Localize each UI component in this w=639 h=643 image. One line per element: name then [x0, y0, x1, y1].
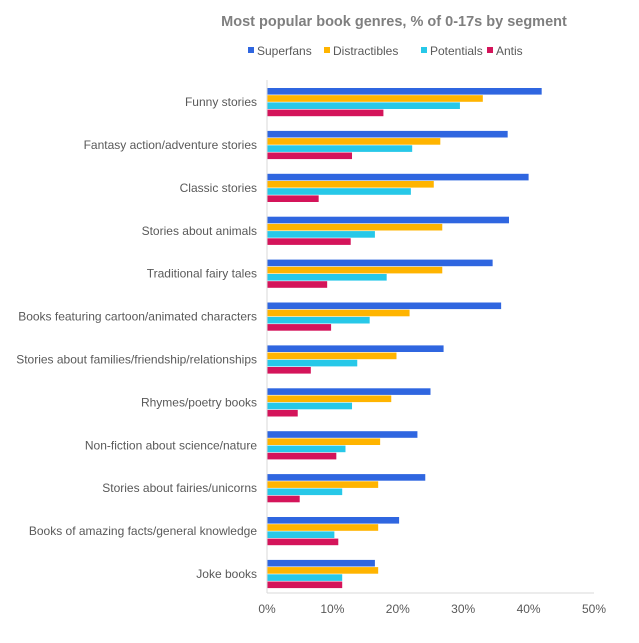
bar-superfans	[267, 517, 400, 524]
x-axis: 0% 10% 20% 30% 40% 50%	[258, 80, 606, 616]
bar-superfans	[267, 259, 493, 267]
bar-group-fantasy-action-adventure-stories	[267, 130, 508, 160]
bar-group-classic-stories	[267, 173, 529, 202]
bar-superfans	[267, 216, 509, 224]
bar-potentials	[267, 574, 343, 581]
bar-distractibles	[267, 95, 483, 102]
bar-group-joke-books	[267, 559, 379, 589]
bar-antis	[267, 195, 319, 202]
category-label: Traditional fairy tales	[147, 267, 257, 281]
bar-group-stories-about-families-friendship-relationships	[267, 345, 444, 374]
bar-distractibles	[267, 138, 441, 145]
legend-swatch-distractibles	[324, 47, 330, 53]
legend-item-potentials: Potentials	[421, 44, 483, 58]
bar-distractibles	[267, 266, 443, 274]
legend: Superfans Distractibles Potentials Antis	[248, 44, 523, 58]
category-labels: Funny stories Fantasy action/adventure st…	[16, 95, 257, 581]
legend-item-distractibles: Distractibles	[324, 44, 398, 58]
bar-potentials	[267, 359, 358, 367]
legend-label-superfans: Superfans	[257, 44, 312, 58]
bar-antis	[267, 367, 311, 374]
x-tick-label: 10%	[320, 602, 344, 616]
legend-label-potentials: Potentials	[430, 44, 483, 58]
category-label: Books featuring cartoon/animated charact…	[18, 310, 257, 324]
bar-potentials	[267, 274, 387, 281]
bar-distractibles	[267, 309, 410, 317]
bar-antis	[267, 538, 339, 546]
bar-potentials	[267, 488, 343, 496]
bar-group-books-featuring-cartoon-animated-characters	[267, 302, 502, 331]
bar-antis	[267, 109, 384, 117]
bar-superfans	[267, 431, 418, 438]
bar-potentials	[267, 188, 411, 195]
bar-distractibles	[267, 481, 379, 488]
x-tick-label: 20%	[386, 602, 410, 616]
bar-group-books-of-amazing-facts-general-knowledge	[267, 517, 400, 546]
category-label: Stories about animals	[142, 224, 257, 238]
legend-label-antis: Antis	[496, 44, 523, 58]
bar-superfans	[267, 173, 529, 181]
bar-antis	[267, 238, 351, 245]
x-tick-label: 40%	[517, 602, 541, 616]
bar-superfans	[267, 559, 375, 567]
bar-antis	[267, 409, 298, 417]
bar-antis	[267, 324, 332, 331]
bar-superfans	[267, 388, 431, 395]
bar-distractibles	[267, 352, 397, 360]
legend-label-distractibles: Distractibles	[333, 44, 398, 58]
bar-group-stories-about-fairies-unicorns	[267, 474, 426, 503]
bar-antis	[267, 281, 328, 288]
bar-antis	[267, 581, 343, 589]
bar-superfans	[267, 88, 542, 95]
bar-potentials	[267, 145, 413, 152]
bar-superfans	[267, 345, 444, 352]
bars	[267, 88, 542, 589]
category-label: Stories about fairies/unicorns	[102, 481, 257, 495]
bar-potentials	[267, 531, 335, 538]
bar-potentials	[267, 102, 460, 109]
bar-potentials	[267, 445, 346, 453]
x-tick-label: 30%	[451, 602, 475, 616]
category-label: Fantasy action/adventure stories	[84, 138, 257, 152]
bar-potentials	[267, 402, 353, 410]
legend-item-antis: Antis	[487, 44, 523, 58]
bar-distractibles	[267, 438, 381, 445]
bar-superfans	[267, 130, 508, 138]
legend-swatch-superfans	[248, 47, 254, 53]
category-label: Classic stories	[180, 181, 257, 195]
bar-potentials	[267, 316, 370, 324]
bar-group-traditional-fairy-tales	[267, 259, 493, 288]
bar-distractibles	[267, 395, 392, 403]
category-label: Funny stories	[185, 95, 257, 109]
legend-swatch-potentials	[421, 47, 427, 53]
category-label: Books of amazing facts/general knowledge	[29, 524, 257, 538]
bar-antis	[267, 452, 337, 460]
bar-group-rhymes-poetry-books	[267, 388, 431, 417]
legend-swatch-antis	[487, 47, 493, 53]
chart-title: Most popular book genres, % of 0-17s by …	[221, 14, 567, 30]
bar-group-non-fiction-about-science-nature	[267, 431, 418, 460]
x-tick-label: 0%	[258, 602, 276, 616]
category-label: Rhymes/poetry books	[141, 395, 257, 409]
category-label: Joke books	[196, 567, 257, 581]
category-label: Stories about families/friendship/relati…	[16, 353, 257, 367]
bar-antis	[267, 152, 353, 160]
bar-group-stories-about-animals	[267, 216, 509, 245]
bar-distractibles	[267, 524, 379, 531]
bar-potentials	[267, 231, 375, 238]
legend-item-superfans: Superfans	[248, 44, 312, 58]
bar-distractibles	[267, 181, 434, 188]
x-tick-label: 50%	[582, 602, 606, 616]
bar-group-funny-stories	[267, 88, 542, 117]
bar-antis	[267, 495, 300, 503]
bar-distractibles	[267, 567, 379, 574]
category-label: Non-fiction about science/nature	[85, 438, 257, 452]
bar-superfans	[267, 302, 502, 310]
bar-distractibles	[267, 223, 443, 231]
bar-superfans	[267, 474, 426, 481]
